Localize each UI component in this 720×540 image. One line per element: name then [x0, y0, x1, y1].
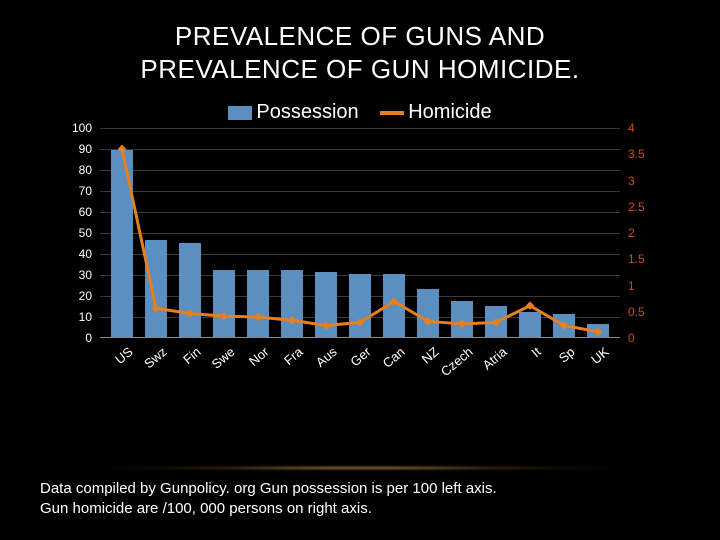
y-right-tick: 2.5 — [628, 200, 645, 214]
x-label: Fra — [281, 344, 306, 368]
y-left-tick: 60 — [79, 205, 92, 219]
x-label: It — [528, 344, 543, 360]
bar — [349, 274, 371, 337]
y-right-tick: 1.5 — [628, 252, 645, 266]
caption-line-2: Gun homicide are /100, 000 persons on ri… — [40, 500, 372, 517]
gridline — [100, 170, 620, 171]
bar — [213, 270, 235, 337]
x-axis-labels: US Swz Fin Swe Nor Fra Aus Ger Can NZCzechAtria It… — [100, 340, 620, 390]
y-left-tick: 70 — [79, 184, 92, 198]
y-left-tick: 40 — [79, 247, 92, 261]
gridline — [100, 254, 620, 255]
x-label: UK — [588, 344, 611, 367]
y-left-tick: 100 — [72, 121, 92, 135]
bar — [553, 314, 575, 337]
gridline — [100, 191, 620, 192]
y-left-tick: 90 — [79, 142, 92, 156]
gridline — [100, 128, 620, 129]
title-line-2: PREVALENCE OF GUN HOMICIDE. — [140, 54, 579, 84]
y-left-tick: 80 — [79, 163, 92, 177]
caption-line-1: Data compiled by Gunpolicy. org Gun poss… — [40, 480, 497, 497]
x-label: NZ — [419, 344, 442, 367]
legend-possession: Possession — [228, 101, 364, 123]
y-right-tick: 0 — [628, 331, 635, 345]
page-title: PREVALENCE OF GUNS AND PREVALENCE OF GUN… — [0, 0, 720, 95]
bar — [281, 270, 303, 337]
y-right-tick: 3 — [628, 174, 635, 188]
bar — [145, 240, 167, 337]
x-label: Nor — [246, 344, 272, 369]
x-label: Ger — [347, 344, 373, 369]
bar — [587, 324, 609, 337]
bar — [315, 272, 337, 337]
y-axis-left: 0102030405060708090100 — [60, 128, 96, 338]
y-left-tick: 20 — [79, 289, 92, 303]
gridline — [100, 212, 620, 213]
gridline — [100, 233, 620, 234]
y-right-tick: 2 — [628, 226, 635, 240]
x-label: Fin — [180, 344, 203, 367]
y-right-tick: 0.5 — [628, 305, 645, 319]
x-label: Swz — [141, 344, 169, 371]
y-axis-right: 00.511.522.533.54 — [624, 128, 660, 338]
bar — [417, 289, 439, 337]
x-label: Aus — [313, 344, 340, 370]
homicide-swatch — [380, 111, 404, 115]
legend-homicide: Homicide — [380, 101, 491, 123]
x-label: Sp — [556, 344, 578, 366]
possession-swatch — [228, 106, 252, 120]
y-left-tick: 50 — [79, 226, 92, 240]
legend-homicide-label: Homicide — [408, 101, 491, 123]
y-left-tick: 30 — [79, 268, 92, 282]
legend-possession-label: Possession — [256, 101, 358, 123]
y-right-tick: 1 — [628, 279, 635, 293]
bar — [179, 243, 201, 338]
bar — [247, 270, 269, 337]
x-label: Swe — [209, 344, 238, 372]
bar — [451, 301, 473, 337]
x-label: Can — [380, 344, 408, 371]
x-label: Czech — [438, 344, 476, 379]
caption: Data compiled by Gunpolicy. org Gun poss… — [40, 479, 680, 518]
y-right-tick: 3.5 — [628, 147, 645, 161]
bar — [111, 150, 133, 337]
bar — [485, 306, 507, 338]
chart-legend: Possession Homicide — [0, 95, 720, 128]
plot-area — [100, 128, 620, 338]
x-label: Atria — [480, 344, 510, 373]
y-left-tick: 10 — [79, 310, 92, 324]
y-left-tick: 0 — [85, 331, 92, 345]
bar — [383, 274, 405, 337]
chart: 0102030405060708090100 00.511.522.533.54… — [60, 128, 660, 388]
y-right-tick: 4 — [628, 121, 635, 135]
gridline — [100, 149, 620, 150]
decorative-glow — [80, 466, 640, 470]
x-label: US — [112, 344, 135, 367]
line-marker — [526, 301, 534, 309]
title-line-1: PREVALENCE OF GUNS AND — [175, 21, 545, 51]
bar — [519, 312, 541, 337]
